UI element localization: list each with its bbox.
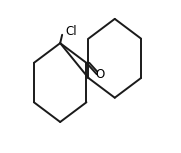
Text: Cl: Cl (66, 25, 77, 38)
Text: O: O (95, 69, 105, 82)
